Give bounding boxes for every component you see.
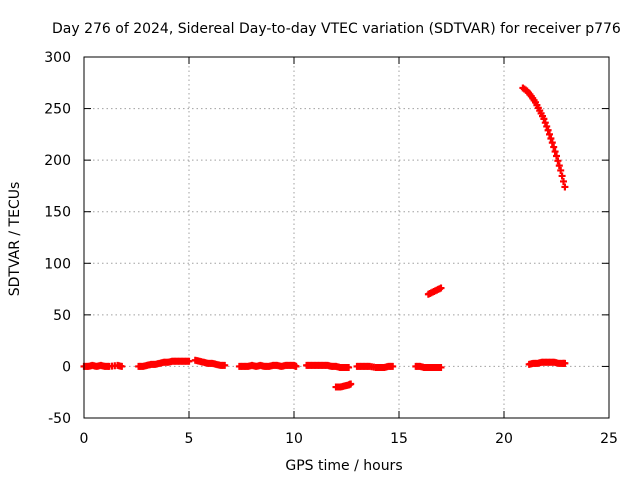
- plot-frame: [83, 56, 610, 419]
- data-point: [548, 139, 556, 147]
- data-point: [558, 172, 566, 180]
- y-tick-label: 200: [44, 153, 71, 169]
- data-point: [185, 357, 193, 365]
- series-group: [235, 361, 300, 370]
- x-axis-label: GPS time / hours: [285, 458, 402, 474]
- series-group: [353, 362, 397, 371]
- data-point: [437, 363, 445, 371]
- chart-title: Day 276 of 2024, Sidereal Day-to-day VTE…: [52, 21, 621, 37]
- data-point: [550, 143, 558, 151]
- data-point: [561, 183, 569, 191]
- series-group: [525, 358, 569, 368]
- series-group: [135, 357, 193, 370]
- series-group: [519, 84, 569, 191]
- y-tick-label: 50: [53, 308, 71, 324]
- y-tick-label: 250: [44, 102, 71, 118]
- y-axis-ticks: -50 0 50 100 150 200 250 300: [44, 50, 609, 427]
- series-group: [424, 284, 445, 298]
- data-point: [292, 362, 300, 370]
- data-point: [546, 130, 553, 138]
- y-tick-label: 100: [44, 256, 71, 272]
- data-point: [345, 363, 353, 371]
- data-point: [547, 134, 555, 142]
- series-group: [332, 380, 355, 391]
- data-point: [544, 126, 552, 134]
- data-points: [80, 84, 569, 391]
- x-tick-label: 10: [285, 431, 303, 447]
- x-tick-label: 5: [185, 431, 194, 447]
- data-point: [543, 122, 551, 130]
- data-point: [557, 166, 565, 174]
- data-point: [560, 177, 567, 185]
- series-group: [412, 362, 445, 371]
- y-tick-label: 0: [62, 359, 71, 375]
- data-point: [389, 362, 397, 370]
- data-point: [437, 284, 445, 292]
- y-tick-label: 300: [44, 50, 71, 66]
- x-tick-label: 25: [600, 431, 618, 447]
- data-point: [541, 119, 549, 127]
- data-point: [561, 359, 569, 367]
- data-point: [555, 162, 563, 170]
- data-point: [553, 152, 560, 160]
- grid-lines: [84, 57, 609, 418]
- y-axis-label: SDTVAR / TECUs: [7, 182, 23, 297]
- y-tick-label: 150: [44, 205, 71, 221]
- x-tick-label: 0: [80, 431, 89, 447]
- data-point: [540, 115, 548, 123]
- series-group: [80, 361, 126, 370]
- x-tick-label: 20: [495, 431, 513, 447]
- series-group: [191, 356, 229, 369]
- data-point: [221, 361, 229, 369]
- x-tick-label: 15: [390, 431, 408, 447]
- data-point: [554, 157, 562, 165]
- data-point: [118, 362, 126, 370]
- data-point: [551, 148, 559, 156]
- y-tick-label: -50: [48, 411, 71, 427]
- series-group: [303, 361, 353, 371]
- data-point: [347, 380, 355, 388]
